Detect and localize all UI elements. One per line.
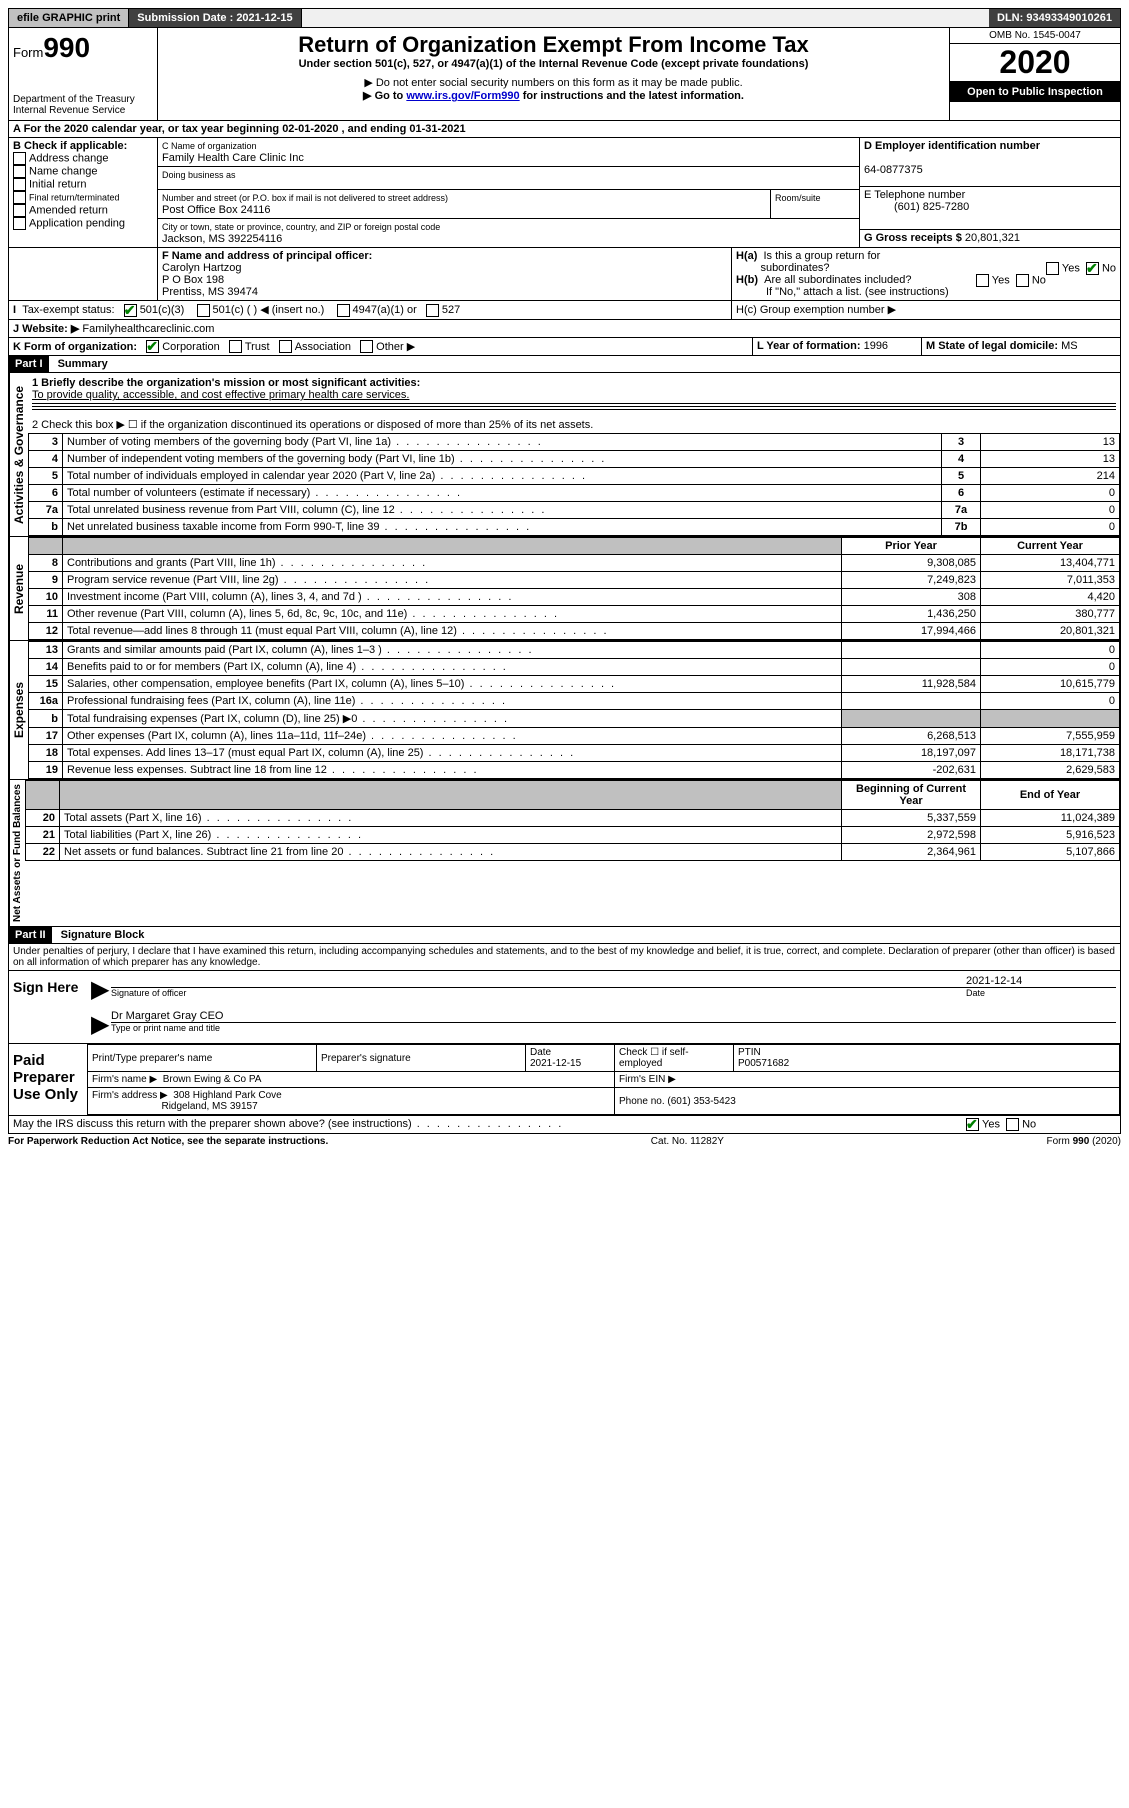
tax-year: 2020 — [950, 44, 1120, 82]
ptin: P00571682 — [738, 1058, 789, 1069]
state-domicile: MS — [1061, 340, 1078, 352]
box-c-name-label: C Name of organization — [162, 141, 257, 151]
firm-addr2: Ridgeland, MS 39157 — [161, 1101, 257, 1112]
box-e-label: E Telephone number — [864, 189, 965, 201]
governance-table: 3Number of voting members of the governi… — [28, 433, 1120, 536]
submission-date: Submission Date : 2021-12-15 — [129, 9, 301, 27]
org-name: Family Health Care Clinic Inc — [162, 152, 304, 164]
revenue-block: Revenue Prior YearCurrent Year8Contribut… — [8, 537, 1121, 641]
h-b: H(b) Are all subordinates included? Yes … — [736, 274, 1116, 286]
period-row: A For the 2020 calendar year, or tax yea… — [8, 121, 1121, 138]
summary-block: Activities & Governance 1 Briefly descri… — [8, 373, 1121, 537]
firm-addr1: 308 Highland Park Cove — [173, 1090, 281, 1101]
dln: DLN: 93493349010261 — [989, 9, 1120, 27]
top-toolbar: efile GRAPHIC print Submission Date : 20… — [8, 8, 1121, 28]
form-title: Return of Organization Exempt From Incom… — [162, 32, 945, 58]
box-f-label: F Name and address of principal officer: — [162, 250, 372, 262]
officer-addr1: P O Box 198 — [162, 274, 224, 286]
gross-receipts: 20,801,321 — [965, 232, 1020, 244]
h-c: H(c) Group exemption number ▶ — [732, 301, 1120, 319]
firm-phone: (601) 353-5423 — [667, 1096, 735, 1107]
city-label: City or town, state or province, country… — [162, 222, 440, 232]
part1-header: Part I Summary — [8, 356, 1121, 373]
ein: 64-0877375 — [864, 164, 923, 176]
discuss-row: May the IRS discuss this return with the… — [8, 1116, 1121, 1134]
sign-here-block: Sign Here ▶ 2021-12-14 Signature of offi… — [8, 971, 1121, 1044]
telephone: (601) 825-7280 — [894, 201, 969, 213]
open-public-badge: Open to Public Inspection — [950, 82, 1120, 102]
revenue-table: Prior YearCurrent Year8Contributions and… — [28, 537, 1120, 640]
website: Familyhealthcareclinic.com — [82, 323, 214, 335]
street: Post Office Box 24116 — [162, 204, 270, 216]
firm-name: Brown Ewing & Co PA — [163, 1074, 262, 1085]
officer-name: Carolyn Hartzog — [162, 262, 241, 274]
efile-button[interactable]: efile GRAPHIC print — [9, 9, 129, 27]
h-a: H(a) Is this a group return for subordin… — [736, 250, 1116, 274]
form-subtitle: Under section 501(c), 527, or 4947(a)(1)… — [162, 58, 945, 70]
form-number: Form990 — [13, 32, 153, 64]
box-g-label: G Gross receipts $ — [864, 232, 962, 244]
netassets-block: Net Assets or Fund Balances Beginning of… — [8, 780, 1121, 927]
dept-irs: Internal Revenue Service — [13, 105, 153, 116]
sig-date: 2021-12-14 — [966, 975, 1116, 987]
officer-addr2: Prentiss, MS 39474 — [162, 286, 258, 298]
h-b-note: If "No," attach a list. (see instruction… — [766, 286, 1116, 298]
part2-header: Part II Signature Block — [8, 927, 1121, 944]
room-label: Room/suite — [775, 193, 821, 203]
website-row: J Website: ▶ Familyhealthcareclinic.com — [8, 320, 1121, 338]
line-2: 2 Check this box ▶ ☐ if the organization… — [28, 416, 1120, 433]
form-header: Form990 Department of the Treasury Inter… — [8, 28, 1121, 121]
jurat: Under penalties of perjury, I declare th… — [8, 944, 1121, 971]
form-org-row: K Form of organization: Corporation Trus… — [8, 338, 1121, 357]
officer-printed: Dr Margaret Gray CEO — [111, 1010, 1116, 1023]
expenses-table: 13Grants and similar amounts paid (Part … — [28, 641, 1120, 779]
vert-revenue: Revenue — [9, 537, 28, 640]
netassets-table: Beginning of Current YearEnd of Year20To… — [25, 780, 1120, 861]
city: Jackson, MS 392254116 — [162, 233, 282, 245]
tax-exempt-row: I Tax-exempt status: 501(c)(3) 501(c) ( … — [8, 301, 1121, 320]
paid-preparer-block: Paid Preparer Use Only Print/Type prepar… — [8, 1044, 1121, 1116]
org-info-block: B Check if applicable: Address change Na… — [8, 138, 1121, 248]
year-formation: 1996 — [864, 340, 888, 352]
box-b-label: B Check if applicable: — [13, 140, 127, 152]
vert-netassets: Net Assets or Fund Balances — [9, 780, 25, 926]
officer-group-block: F Name and address of principal officer:… — [8, 248, 1121, 301]
footer: For Paperwork Reduction Act Notice, see … — [8, 1134, 1121, 1149]
mission: To provide quality, accessible, and cost… — [32, 389, 409, 401]
dba-label: Doing business as — [162, 170, 236, 180]
box-d-label: D Employer identification number — [864, 140, 1040, 152]
vert-governance: Activities & Governance — [9, 373, 28, 536]
expenses-block: Expenses 13Grants and similar amounts pa… — [8, 641, 1121, 780]
note-instructions: ▶ Go to www.irs.gov/Form990 for instruct… — [162, 89, 945, 102]
form990-link[interactable]: www.irs.gov/Form990 — [406, 90, 519, 102]
street-label: Number and street (or P.O. box if mail i… — [162, 193, 448, 203]
vert-expenses: Expenses — [9, 641, 28, 779]
omb-number: OMB No. 1545-0047 — [950, 28, 1120, 44]
note-ssn: ▶ Do not enter social security numbers o… — [162, 76, 945, 89]
dept-treasury: Department of the Treasury — [13, 94, 153, 105]
